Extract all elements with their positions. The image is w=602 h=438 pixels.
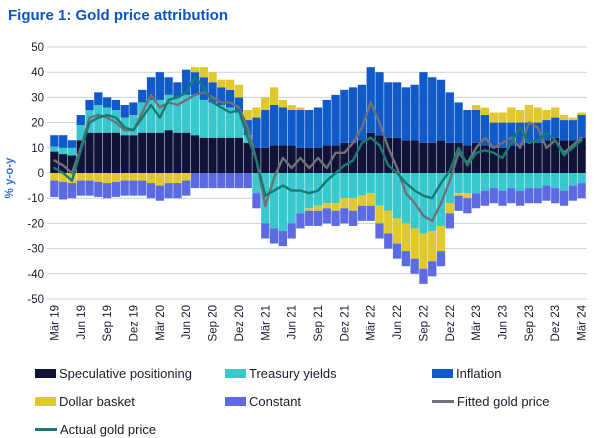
constant-swatch-icon <box>225 397 246 406</box>
svg-text:Mär 20: Mär 20 <box>155 305 167 341</box>
svg-text:Sep 23: Sep 23 <box>524 305 536 341</box>
chart-legend: Speculative positioning Treasury yields … <box>35 366 595 437</box>
svg-text:Sep 19: Sep 19 <box>102 305 114 341</box>
legend-label-constant: Constant <box>249 394 302 409</box>
svg-text:Sep 20: Sep 20 <box>208 305 220 341</box>
legend-item-constant: Constant <box>225 394 432 409</box>
legend-item-inflation: Inflation <box>432 366 595 381</box>
treasury-yields-swatch-icon <box>225 369 246 378</box>
svg-text:Jun 20: Jun 20 <box>181 305 193 340</box>
svg-text:-10: -10 <box>27 193 44 205</box>
inflation-swatch-icon <box>432 369 453 378</box>
legend-label-speculative-positioning: Speculative positioning <box>59 366 192 381</box>
svg-text:Dez 23: Dez 23 <box>550 305 562 341</box>
svg-text:Mär 19: Mär 19 <box>49 305 61 341</box>
svg-text:Mär 22: Mär 22 <box>366 305 378 341</box>
svg-text:Dez 21: Dez 21 <box>339 305 351 341</box>
svg-text:Sep 21: Sep 21 <box>313 305 325 341</box>
svg-text:Sep 22: Sep 22 <box>418 305 430 341</box>
svg-text:-30: -30 <box>27 244 44 256</box>
legend-label-fitted-gold-price: Fitted gold price <box>457 394 550 409</box>
legend-item-dollar-basket: Dollar basket <box>35 394 225 409</box>
svg-text:10: 10 <box>31 143 44 155</box>
legend-item-treasury-yields: Treasury yields <box>225 366 432 381</box>
svg-text:Mär 23: Mär 23 <box>471 305 483 341</box>
legend-label-treasury-yields: Treasury yields <box>249 366 337 381</box>
svg-text:-40: -40 <box>27 269 44 281</box>
legend-label-dollar-basket: Dollar basket <box>59 394 135 409</box>
svg-text:-20: -20 <box>27 218 44 230</box>
svg-text:20: 20 <box>31 118 44 130</box>
figure-title: Figure 1: Gold price attribution <box>8 7 229 24</box>
svg-text:Mär 21: Mär 21 <box>260 305 272 341</box>
svg-text:Dez 22: Dez 22 <box>445 305 457 341</box>
svg-text:Dez 20: Dez 20 <box>234 305 246 341</box>
legend-label-inflation: Inflation <box>456 366 502 381</box>
svg-text:Mär 24: Mär 24 <box>577 304 589 340</box>
fitted-gold-price-swatch-icon <box>432 400 454 403</box>
svg-text:0: 0 <box>38 168 44 180</box>
legend-item-speculative-positioning: Speculative positioning <box>35 366 225 381</box>
svg-text:40: 40 <box>31 67 44 79</box>
speculative-positioning-swatch-icon <box>35 369 56 378</box>
y-axis-label: % y-o-y <box>4 157 16 199</box>
svg-text:Dez 19: Dez 19 <box>129 305 141 341</box>
svg-text:-50: -50 <box>27 294 44 306</box>
svg-text:Jun 19: Jun 19 <box>76 305 88 340</box>
gold-attribution-chart: 50 40 30 20 10 0 -10 -20 -30 -40 -50 Mär 19 Jun 19 Se… <box>4 42 589 341</box>
actual-gold-price-swatch-icon <box>35 428 57 431</box>
svg-text:50: 50 <box>31 42 44 54</box>
svg-text:30: 30 <box>31 92 44 104</box>
svg-text:Jun 21: Jun 21 <box>287 305 299 340</box>
svg-text:Jun 22: Jun 22 <box>392 305 404 340</box>
svg-text:Jun 23: Jun 23 <box>498 305 510 340</box>
legend-item-fitted-gold-price: Fitted gold price <box>432 394 595 409</box>
dollar-basket-swatch-icon <box>35 397 56 406</box>
legend-label-actual-gold-price: Actual gold price <box>60 422 157 437</box>
legend-item-actual-gold-price: Actual gold price <box>35 422 225 437</box>
